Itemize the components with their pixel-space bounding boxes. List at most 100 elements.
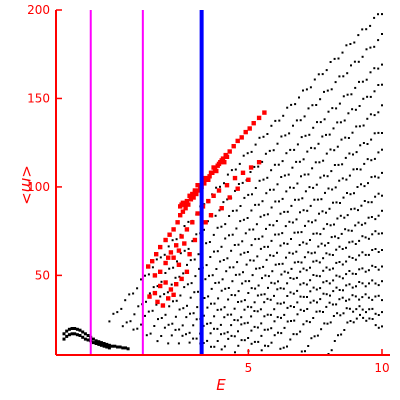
black-point-133	[365, 48, 368, 51]
black-point-846	[333, 340, 336, 342]
red-point-58	[163, 260, 168, 266]
black-point-690	[332, 267, 334, 270]
black-point-702	[371, 249, 374, 251]
black-point-798	[318, 310, 321, 313]
black-point-234	[257, 203, 260, 206]
low-branch-point-28	[70, 332, 74, 336]
black-point-60	[345, 44, 348, 47]
black-point-327	[373, 114, 376, 117]
low-branch-point-29	[73, 332, 77, 336]
black-point-854	[359, 313, 361, 316]
red-point-81	[179, 276, 184, 282]
black-point-519	[250, 287, 253, 290]
black-point-211	[172, 300, 174, 303]
black-point-526	[274, 263, 277, 266]
black-point-347	[228, 266, 231, 269]
black-point-210	[168, 305, 171, 308]
black-point-594	[330, 236, 333, 239]
black-point-623	[263, 301, 266, 304]
black-point-317	[336, 145, 339, 148]
axes-layer	[55, 10, 390, 356]
black-point-344	[217, 281, 220, 284]
black-point-310	[311, 167, 314, 170]
black-point-583	[293, 261, 296, 264]
black-point-650	[351, 240, 354, 243]
red-point-7	[175, 220, 180, 225]
black-point-547	[346, 214, 349, 217]
black-point-34	[242, 154, 245, 157]
black-point-209	[164, 313, 167, 316]
black-point-455	[213, 315, 216, 318]
black-point-769	[329, 294, 331, 297]
low-branch-point-4	[73, 327, 77, 330]
black-point-419	[281, 232, 284, 235]
black-point-375	[330, 170, 333, 173]
black-point-195	[350, 93, 353, 96]
black-point-6	[132, 292, 135, 295]
black-point-817	[381, 299, 383, 302]
black-point-331	[170, 334, 173, 337]
black-point-532	[295, 250, 298, 253]
red-point-53	[214, 168, 219, 174]
black-point-435	[338, 179, 341, 182]
red-point-73	[248, 165, 254, 170]
low-branch-point-41	[105, 345, 109, 349]
black-point-260	[354, 108, 357, 111]
black-point-51	[309, 86, 312, 89]
black-point-651	[354, 243, 357, 245]
black-point-554	[370, 201, 373, 204]
black-point-746	[377, 268, 380, 271]
black-point-129	[350, 64, 352, 67]
black-point-268	[156, 340, 159, 343]
black-point-324	[362, 124, 365, 127]
black-point-404	[227, 287, 230, 289]
black-point-165	[235, 209, 238, 212]
black-point-309	[307, 173, 310, 176]
black-point-201	[373, 67, 376, 70]
black-point-619	[250, 315, 253, 318]
black-point-847	[337, 334, 339, 337]
black-point-412	[256, 255, 259, 258]
black-point-579	[280, 273, 283, 276]
black-point-689	[328, 268, 331, 271]
black-point-837	[361, 308, 364, 311]
black-point-642	[325, 252, 328, 255]
black-point-446	[377, 151, 380, 154]
red-point-34	[262, 110, 267, 115]
black-point-527	[278, 263, 281, 266]
black-point-624	[266, 297, 269, 300]
black-point-426	[306, 209, 309, 212]
black-point-552	[363, 200, 366, 202]
black-point-131	[357, 60, 360, 63]
red-point-61	[174, 243, 179, 248]
black-point-386	[370, 138, 373, 141]
red-point-78	[163, 280, 168, 285]
red-point-33	[256, 115, 262, 121]
black-point-340	[203, 297, 206, 299]
black-point-364	[290, 204, 293, 207]
black-point-283	[211, 274, 214, 277]
black-point-626	[273, 294, 275, 297]
black-point-589	[313, 251, 316, 254]
black-point-661	[237, 344, 240, 347]
low-branch-point-17	[107, 343, 111, 347]
red-point-82	[184, 269, 190, 274]
black-point-457	[220, 308, 223, 311]
black-point-255	[336, 121, 339, 124]
black-point-843	[381, 311, 383, 314]
black-point-838	[365, 311, 367, 314]
black-point-248	[310, 146, 313, 149]
black-point-507	[209, 332, 212, 335]
black-point-729	[322, 281, 325, 284]
black-point-17	[175, 238, 178, 241]
black-point-574	[263, 293, 266, 296]
black-point-418	[277, 233, 280, 236]
black-point-351	[243, 251, 246, 254]
black-point-811	[361, 296, 364, 299]
black-point-28	[219, 185, 221, 188]
red-point-55	[224, 154, 230, 159]
low-branch-point-8	[83, 332, 87, 336]
red-point-11	[186, 202, 191, 207]
black-point-551	[360, 204, 363, 207]
black-point-604	[364, 222, 367, 225]
